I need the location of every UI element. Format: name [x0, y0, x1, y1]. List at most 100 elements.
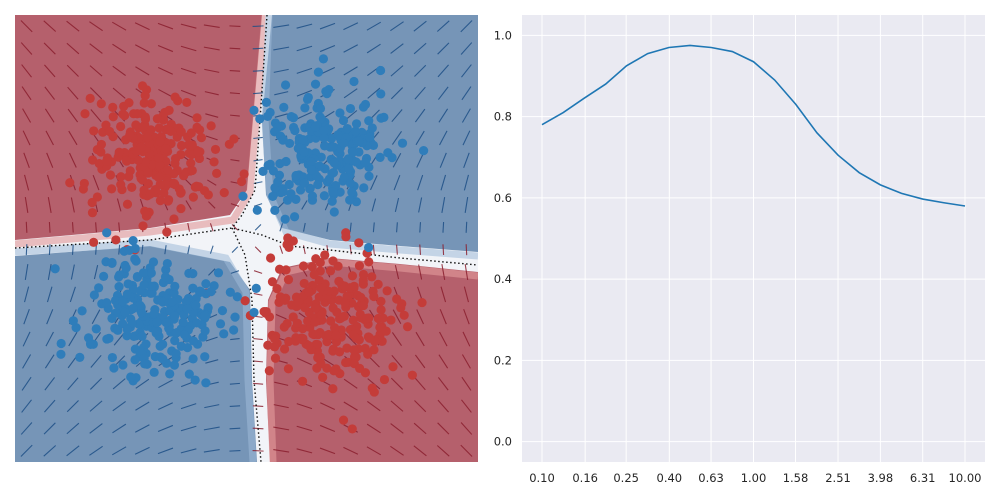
vector-arrow	[112, 65, 126, 77]
class-blue-point	[152, 317, 162, 328]
vector-arrow	[134, 446, 150, 455]
vector-arrow	[461, 399, 472, 413]
class-red-point	[369, 345, 379, 355]
class-blue-point	[251, 283, 261, 293]
vector-arrow	[440, 286, 447, 303]
vector-arrow	[437, 42, 450, 55]
class-blue-point	[328, 187, 338, 197]
x-tick-label: 0.10	[529, 471, 555, 485]
vector-arrow	[68, 130, 78, 146]
class-blue-point	[351, 119, 362, 129]
vector-arrow	[208, 268, 216, 276]
class-blue-point	[354, 136, 364, 146]
class-red-point	[78, 184, 88, 194]
class-red-point	[219, 188, 229, 198]
vector-arrow	[413, 20, 427, 32]
vector-arrow	[180, 89, 197, 97]
vector-arrow	[254, 246, 262, 253]
vector-arrow	[89, 21, 103, 32]
class-blue-point	[117, 297, 128, 307]
vector-arrow	[90, 109, 102, 123]
vector-arrow	[273, 46, 290, 51]
vector-arrow	[92, 174, 100, 191]
vector-arrow	[24, 174, 30, 191]
class-blue-point	[135, 300, 145, 310]
class-red-point	[65, 178, 75, 188]
class-red-point	[396, 303, 406, 313]
class-blue-point	[342, 123, 352, 134]
class-red-point	[351, 333, 361, 343]
class-blue-point	[75, 352, 85, 363]
class-red-point	[176, 140, 187, 151]
decision-boundary	[15, 15, 478, 462]
class-red-point	[124, 172, 134, 182]
vector-arrow	[296, 403, 313, 410]
class-red-point	[364, 257, 374, 267]
vector-arrow	[89, 400, 103, 412]
vector-arrow	[319, 44, 336, 53]
class-blue-point	[148, 257, 159, 267]
vector-arrow	[275, 313, 287, 320]
class-red-point	[407, 370, 417, 380]
class-red-point	[137, 175, 148, 185]
vector-arrow	[158, 379, 173, 389]
class-blue-point	[335, 108, 345, 118]
vector-arrow	[48, 244, 51, 256]
class-red-point	[310, 317, 320, 327]
class-blue-point	[280, 80, 291, 90]
class-red-point	[298, 333, 308, 344]
vector-arrow	[391, 332, 402, 346]
class-red-point	[373, 279, 383, 289]
class-red-point	[125, 130, 135, 140]
vector-arrow	[391, 131, 402, 145]
vector-arrow	[66, 42, 80, 55]
vector-arrow	[366, 446, 382, 456]
class-blue-point	[306, 165, 316, 175]
vector-arrow	[344, 333, 357, 346]
vector-arrow	[273, 426, 290, 431]
class-red-point	[270, 334, 280, 344]
vector-arrow	[296, 448, 313, 454]
class-red-point	[187, 165, 197, 176]
class-red-point	[381, 326, 391, 336]
class-blue-point	[139, 280, 149, 290]
class-blue-point	[310, 122, 320, 132]
class-blue-point	[375, 152, 385, 162]
class-red-point	[101, 156, 112, 166]
class-red-point	[329, 366, 339, 376]
vector-arrow	[390, 423, 404, 434]
class-blue-point	[351, 157, 361, 167]
vector-arrow	[135, 66, 150, 76]
vector-arrow	[203, 426, 220, 431]
vector-arrow	[164, 245, 167, 255]
vector-arrow	[437, 377, 449, 391]
vector-arrow	[46, 309, 54, 325]
class-blue-point	[289, 212, 300, 222]
class-red-point	[292, 318, 302, 328]
class-blue-point	[138, 268, 149, 278]
class-red-point	[347, 271, 358, 281]
vector-arrow	[343, 44, 359, 53]
vector-arrow	[274, 381, 289, 386]
class-blue-point	[268, 166, 278, 176]
vector-arrow	[45, 130, 54, 146]
class-blue-point	[147, 288, 157, 298]
class-red-point	[154, 153, 164, 163]
vector-arrow	[273, 68, 289, 73]
vector-arrow	[118, 222, 121, 233]
vector-arrow	[279, 245, 284, 254]
vector-arrow	[111, 21, 127, 31]
class-blue-point	[114, 272, 124, 282]
class-blue-point	[199, 311, 210, 321]
vector-arrow	[46, 174, 53, 191]
class-red-point	[358, 269, 369, 280]
class-blue-point	[313, 179, 323, 190]
vector-arrow	[203, 449, 220, 453]
class-red-point	[138, 122, 148, 132]
class-red-point	[310, 303, 320, 313]
vector-arrow	[230, 360, 240, 363]
class-blue-point	[200, 326, 210, 336]
class-blue-point	[77, 306, 87, 316]
class-blue-point	[120, 307, 130, 318]
vector-arrow	[460, 444, 473, 457]
